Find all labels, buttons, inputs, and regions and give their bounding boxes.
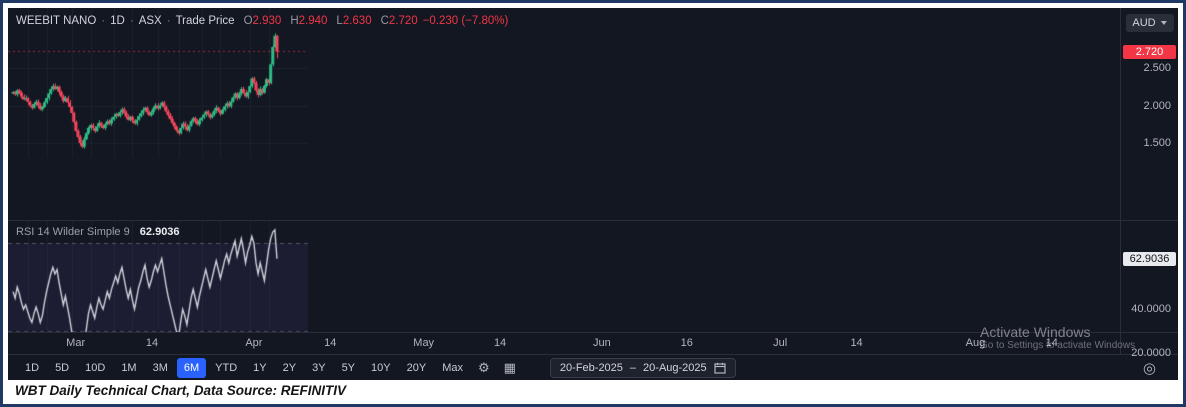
- price-tick: 1.500: [1143, 137, 1171, 149]
- time-tick-14: 14: [850, 337, 863, 349]
- range-button-5d[interactable]: 5D: [48, 358, 76, 378]
- exchange-label: ASX: [138, 15, 162, 27]
- range-button-10y[interactable]: 10Y: [364, 358, 398, 378]
- legend-separator: ·: [129, 15, 134, 27]
- range-button-3y[interactable]: 3Y: [305, 358, 332, 378]
- legend-separator: ·: [166, 15, 171, 27]
- date-from: 20-Feb-2025: [559, 361, 623, 374]
- rsi-title: RSI 14 Wilder Simple 9: [16, 226, 130, 238]
- high-value: 2.940: [298, 15, 328, 27]
- range-button-20y[interactable]: 20Y: [400, 358, 434, 378]
- ohlc-low: L2.630: [332, 15, 371, 27]
- range-button-3m[interactable]: 3M: [146, 358, 175, 378]
- range-button-10d[interactable]: 10D: [78, 358, 112, 378]
- time-axis[interactable]: Mar 14 Apr 14 May 14 Jun 16 Jul 14 Aug 14: [8, 332, 1120, 354]
- rsi-tick: 40.0000: [1131, 303, 1171, 316]
- price-tick: 2.000: [1143, 99, 1171, 112]
- chart-window: WEEBIT NANO · 1D · ASX · Trade Price O2.…: [8, 8, 1178, 380]
- rsi-canvas[interactable]: [8, 221, 308, 332]
- ohlc-open: O2.930: [240, 15, 282, 27]
- rsi-tick: 20.0000: [1131, 347, 1171, 360]
- open-letter: O: [243, 15, 253, 27]
- layout-grid-icon[interactable]: ▦: [498, 360, 522, 376]
- time-tick-aug: Aug: [965, 337, 986, 349]
- close-value: 2.720: [388, 15, 418, 27]
- bottom-toolbar: 1D 5D 10D 1M 3M 6M YTD 1Y 2Y 3Y 5Y 10Y 20Y Max ⚙ ▦ 20…: [8, 354, 1178, 380]
- low-value: 2.630: [342, 15, 372, 27]
- change-label: −0.230 (−7.80%): [422, 15, 509, 27]
- time-tick-14: 14: [145, 337, 159, 349]
- rsi-pane[interactable]: RSI 14 Wilder Simple 9 62.9036: [8, 220, 1120, 332]
- figure-caption: WBT Daily Technical Chart, Data Source: …: [15, 383, 347, 398]
- ohlc-high: H2.940: [286, 15, 327, 27]
- currency-label: AUD: [1132, 17, 1156, 29]
- symbol-legend: WEEBIT NANO · 1D · ASX · Trade Price O2.…: [16, 15, 508, 27]
- chevron-down-icon: [1160, 21, 1167, 25]
- close-letter: C: [380, 15, 389, 27]
- rsi-value: 62.9036: [139, 226, 180, 238]
- time-tick-apr: Apr: [245, 337, 263, 349]
- rsi-current-tag: 62.9036: [1123, 251, 1176, 266]
- range-button-1m[interactable]: 1M: [114, 358, 143, 378]
- range-button-5y[interactable]: 5Y: [335, 358, 362, 378]
- range-button-1d[interactable]: 1D: [18, 358, 46, 378]
- legend-separator: ·: [101, 15, 106, 27]
- price-axis-scale[interactable]: AUD 2.720 2.500 2.000 1.500: [1120, 8, 1178, 220]
- time-tick-14: 14: [1045, 337, 1058, 349]
- time-tick-jul: Jul: [773, 337, 788, 349]
- current-price-tag: 2.720: [1123, 44, 1176, 59]
- date-separator: –: [629, 361, 637, 374]
- date-to: 20-Aug-2025: [643, 361, 707, 374]
- low-letter: L: [336, 15, 343, 27]
- price-canvas[interactable]: [8, 8, 308, 158]
- time-tick-14: 14: [493, 337, 507, 349]
- range-button-6m[interactable]: 6M: [176, 357, 207, 378]
- date-range-picker[interactable]: 20-Feb-2025 – 20-Aug-2025: [549, 357, 736, 378]
- open-value: 2.930: [252, 15, 282, 27]
- series-type-label: Trade Price: [175, 15, 235, 27]
- symbol-name: WEEBIT NANO: [16, 15, 97, 27]
- range-button-ytd[interactable]: YTD: [208, 358, 244, 378]
- settings-icon[interactable]: ⚙: [472, 360, 496, 376]
- time-tick-jun: Jun: [593, 337, 611, 349]
- range-button-2y[interactable]: 2Y: [276, 358, 303, 378]
- calendar-icon: [714, 362, 726, 374]
- price-pane[interactable]: WEEBIT NANO · 1D · ASX · Trade Price O2.…: [8, 8, 1120, 220]
- currency-button[interactable]: AUD: [1125, 14, 1174, 32]
- range-button-1y[interactable]: 1Y: [246, 358, 273, 378]
- time-tick-may: May: [413, 337, 435, 349]
- range-button-max[interactable]: Max: [435, 358, 470, 378]
- high-letter: H: [290, 15, 299, 27]
- range-buttons: 1D 5D 10D 1M 3M 6M YTD 1Y 2Y 3Y 5Y 10Y 20Y Max: [18, 357, 470, 378]
- scroll-to-recent-icon[interactable]: ◎: [1137, 358, 1162, 378]
- time-axis-corner: [1120, 332, 1178, 354]
- rsi-axis-scale[interactable]: 62.9036 40.0000 20.0000: [1120, 220, 1178, 359]
- time-tick-16: 16: [680, 337, 693, 349]
- timeframe-label: 1D: [110, 15, 125, 27]
- ohlc-close: C2.720: [377, 15, 418, 27]
- price-tick: 2.500: [1143, 62, 1171, 74]
- time-tick-mar: Mar: [66, 337, 86, 349]
- rsi-legend: RSI 14 Wilder Simple 9 62.9036: [16, 226, 180, 238]
- time-tick-14: 14: [324, 337, 337, 349]
